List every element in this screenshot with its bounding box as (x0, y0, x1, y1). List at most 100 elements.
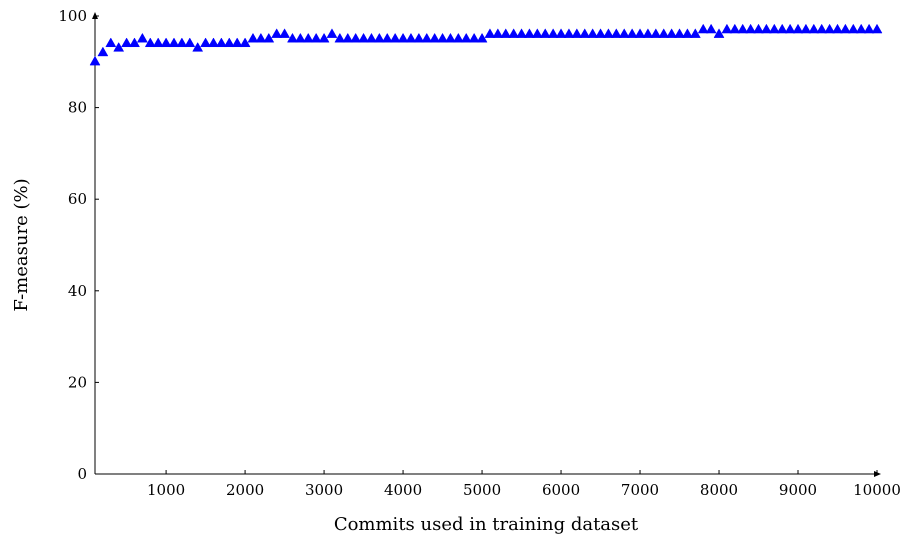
data-point-triangle (753, 23, 764, 34)
data-point-triangle (263, 32, 275, 43)
data-point-triangle (626, 28, 638, 38)
data-point-triangle (136, 32, 148, 43)
data-point-triangle (674, 28, 685, 38)
data-point-triangle (808, 23, 820, 34)
x-tick-label: 3000 (305, 481, 343, 499)
data-point-triangle (610, 28, 622, 38)
data-point-triangle (484, 28, 496, 38)
y-axis-ticks: 0 20 40 60 80 100 (58, 7, 99, 483)
data-point-triangle (247, 32, 259, 43)
data-point-triangle (468, 32, 480, 43)
data-point-triangle (144, 37, 156, 48)
data-point-triangle (129, 37, 140, 48)
data-point-triangle (366, 32, 377, 43)
data-point-triangle (531, 28, 543, 38)
data-point-triangle (524, 28, 535, 38)
data-point-triangle (184, 37, 196, 48)
data-point-triangle (342, 32, 354, 43)
data-point-triangle (800, 23, 812, 34)
data-point-triangle (334, 32, 346, 43)
data-point-triangle (168, 37, 180, 48)
data-point-triangle (547, 28, 559, 38)
x-tick-label: 6000 (542, 481, 580, 499)
data-point-triangle (208, 37, 219, 48)
data-point-triangle (563, 28, 575, 38)
data-point-triangle (413, 32, 425, 43)
x-tick-label: 10000 (853, 481, 901, 499)
data-point-triangle (571, 28, 583, 38)
data-point-triangle (492, 28, 504, 38)
y-tick-label: 100 (58, 7, 87, 25)
x-axis-label: Commits used in training dataset (334, 514, 639, 535)
data-point-triangle (239, 37, 251, 48)
data-point-triangle (200, 37, 212, 48)
data-point-triangle (397, 32, 409, 43)
data-point-triangle (792, 23, 804, 34)
data-point-triangle (729, 23, 741, 34)
x-tick-label: 2000 (226, 481, 264, 499)
data-point-triangle (97, 46, 109, 57)
data-point-triangle (121, 37, 133, 48)
x-axis-ticks: 1000 2000 3000 4000 5000 6000 7000 8000 9000 1000… (147, 470, 901, 499)
data-point-triangle (279, 28, 291, 38)
data-point-triangle (650, 28, 662, 38)
data-point-triangle (587, 28, 599, 38)
x-tick-label: 8000 (700, 481, 738, 499)
data-point-triangle (358, 32, 369, 43)
data-point-triangle (105, 37, 117, 48)
data-point-triangle (160, 37, 172, 48)
data-point-triangle (508, 28, 520, 38)
data-point-triangle (302, 32, 314, 43)
data-point-triangle (294, 32, 306, 43)
data-point-triangle (89, 55, 101, 66)
data-series (89, 23, 883, 66)
data-point-triangle (816, 23, 828, 34)
data-point-triangle (855, 23, 867, 34)
data-point-triangle (231, 37, 243, 48)
data-point-triangle (287, 32, 298, 43)
data-point-triangle (326, 28, 338, 38)
x-tick-label: 4000 (384, 481, 422, 499)
data-point-triangle (784, 23, 796, 34)
x-tick-label: 7000 (621, 481, 659, 499)
data-point-triangle (460, 32, 472, 43)
data-point-triangle (634, 28, 646, 38)
data-point-triangle (421, 32, 433, 43)
data-point-triangle (555, 28, 567, 38)
y-tick-label: 80 (68, 99, 87, 117)
data-point-triangle (452, 32, 464, 43)
data-point-triangle (176, 37, 188, 48)
data-point-triangle (776, 23, 788, 34)
data-point-triangle (223, 37, 235, 48)
x-tick-label: 5000 (463, 481, 501, 499)
y-axis-arrow-icon (92, 12, 98, 19)
y-tick-label: 20 (68, 373, 87, 391)
data-point-triangle (768, 23, 780, 34)
x-tick-label: 9000 (779, 481, 817, 499)
data-point-triangle (721, 23, 733, 34)
data-point-triangle (152, 37, 164, 48)
y-tick-label: 40 (68, 282, 87, 300)
data-point-triangle (824, 23, 836, 34)
data-point-triangle (863, 23, 875, 34)
data-point-triangle (737, 23, 749, 34)
data-point-triangle (681, 28, 693, 38)
data-point-triangle (215, 37, 227, 48)
data-point-triangle (666, 28, 678, 38)
data-point-triangle (539, 28, 551, 38)
data-point-triangle (437, 32, 448, 43)
data-point-triangle (405, 32, 417, 43)
data-point-triangle (642, 28, 654, 38)
data-point-triangle (476, 32, 488, 43)
data-point-triangle (705, 23, 717, 34)
data-point-triangle (689, 28, 701, 38)
data-point-triangle (429, 32, 441, 43)
y-tick-label: 0 (77, 465, 87, 483)
data-point-triangle (113, 42, 125, 52)
data-point-triangle (871, 23, 883, 34)
data-point-triangle (579, 28, 591, 38)
data-point-triangle (445, 32, 456, 43)
data-point-triangle (500, 28, 512, 38)
data-point-triangle (350, 32, 362, 43)
